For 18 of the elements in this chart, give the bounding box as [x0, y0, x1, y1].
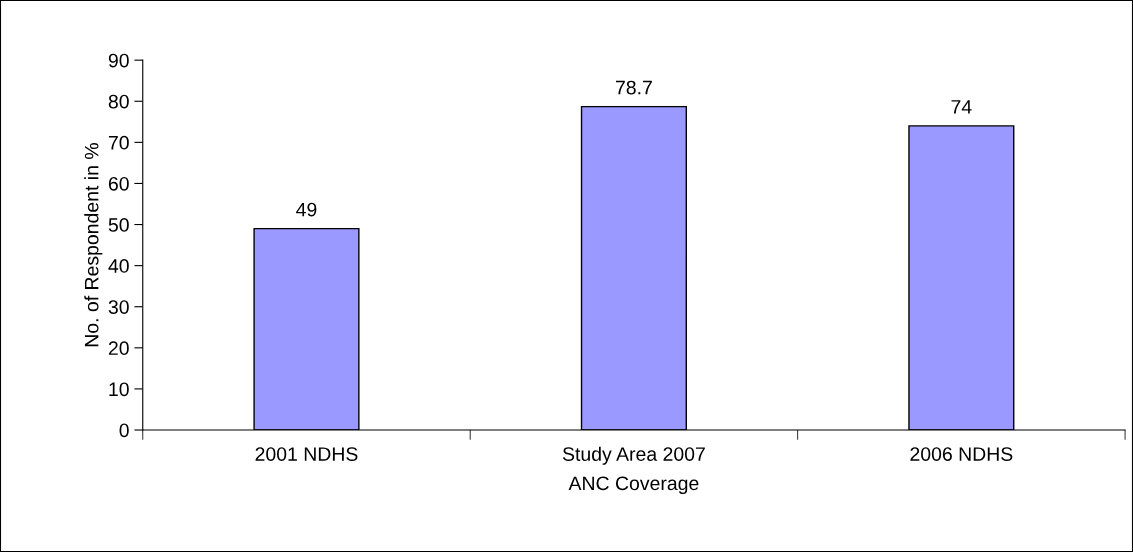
data-label: 78.7	[615, 80, 652, 95]
x-tick-label: 2006 NDHS	[910, 447, 1013, 461]
y-tick-label: 10	[109, 382, 129, 397]
x-tick-label: 2001 NDHS	[255, 447, 358, 461]
x-axis-title: ANC Coverage	[568, 476, 699, 495]
y-tick-label: 90	[108, 53, 129, 68]
y-tick-label: 50	[108, 218, 129, 232]
y-tick-label: 80	[108, 94, 129, 109]
y-tick-label: 40	[108, 259, 129, 273]
data-label: 49	[296, 202, 317, 217]
y-tick-label: 60	[108, 176, 129, 191]
x-tick-label: Study Area 2007	[562, 446, 705, 465]
y-tick-label: 0	[119, 423, 129, 438]
y-tick-label: 20	[108, 341, 129, 356]
y-tick-label: 70	[108, 135, 129, 150]
y-tick-label: 30	[108, 300, 129, 314]
y-axis-title: No. of Respondent in %	[84, 143, 103, 347]
data-label: 74	[951, 100, 972, 114]
